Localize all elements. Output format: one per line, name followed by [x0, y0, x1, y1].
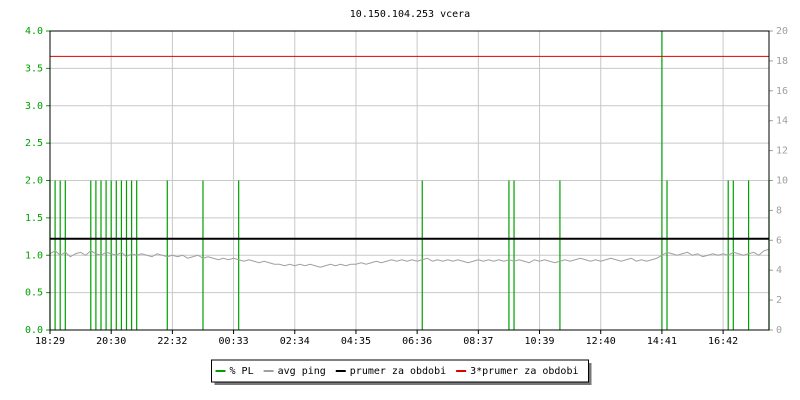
y-tick-label: 1.0 — [25, 250, 43, 261]
y2-tick-label: 14 — [776, 116, 788, 127]
pl-spike — [559, 180, 561, 330]
pl-spike — [732, 180, 734, 330]
y-tick-label: 2.5 — [25, 138, 43, 149]
pl-spike — [166, 180, 168, 330]
y2-tick-label: 8 — [776, 205, 782, 216]
pl-spike — [238, 180, 240, 330]
pl-spike — [202, 180, 204, 330]
pl-spike — [748, 180, 750, 330]
x-tick-label: 00:33 — [219, 336, 249, 347]
pl-spike — [508, 180, 510, 330]
x-tick-label: 06:36 — [402, 336, 432, 347]
y-tick-label: 0.5 — [25, 288, 43, 299]
y-tick-label: 0.0 — [25, 325, 43, 336]
x-tick-label: 14:41 — [647, 336, 677, 347]
ping-line — [49, 248, 770, 268]
y-tick-label: 3.5 — [25, 63, 43, 74]
pl-spike — [661, 31, 663, 330]
pl-spike — [120, 180, 122, 330]
x-tick-label: 12:40 — [586, 336, 616, 347]
x-tick-label: 08:37 — [463, 336, 493, 347]
x-tick-label: 20:30 — [96, 336, 126, 347]
legend-label: 3*prumer za obdobi — [470, 366, 578, 377]
y2-tick-label: 16 — [776, 86, 788, 97]
x-tick-label: 04:35 — [341, 336, 371, 347]
y2-tick-label: 12 — [776, 146, 788, 157]
pl-spike — [95, 180, 97, 330]
y-tick-label: 1.5 — [25, 213, 43, 224]
x-tick-label: 16:42 — [708, 336, 738, 347]
plot-frame — [49, 30, 770, 331]
legend-box — [211, 359, 589, 383]
y2-tick-label: 6 — [776, 235, 782, 246]
y2-tick-label: 2 — [776, 295, 782, 306]
legend: % PL avg ping prumer za obdobi 3*prumer za … — [211, 359, 592, 385]
legend-label: avg ping — [278, 366, 326, 377]
pl-spike — [513, 180, 515, 330]
plot-area — [46, 30, 773, 334]
y-tick-label: 3.0 — [25, 101, 43, 112]
pl-spike — [90, 180, 92, 330]
y-tick-label: 4.0 — [25, 26, 43, 37]
legend-label: % PL — [230, 366, 254, 377]
x-tick-label: 18:29 — [35, 336, 65, 347]
y-tick-label: 2.0 — [25, 176, 43, 187]
y2-tick-label: 0 — [776, 325, 782, 336]
legend-label: prumer za obdobi — [350, 366, 446, 377]
pl-spike — [125, 180, 128, 330]
pl-spike — [64, 180, 66, 330]
x-tick-label: 10:39 — [524, 336, 554, 347]
pl-spike — [110, 180, 112, 330]
y2-tick-label: 20 — [776, 26, 788, 37]
pl-spike — [105, 180, 107, 330]
chart-title: 10.150.104.253 vcera — [350, 9, 470, 20]
pl-spike — [666, 180, 668, 330]
x-tick-label: 02:34 — [280, 336, 310, 347]
y2-tick-label: 4 — [776, 265, 782, 276]
pl-spike — [54, 180, 56, 330]
pl-spike — [130, 180, 133, 330]
pl-spike — [421, 180, 423, 330]
x-tick-label: 22:32 — [157, 336, 187, 347]
y2-tick-label: 10 — [776, 176, 788, 187]
y2-tick-label: 18 — [776, 56, 788, 67]
